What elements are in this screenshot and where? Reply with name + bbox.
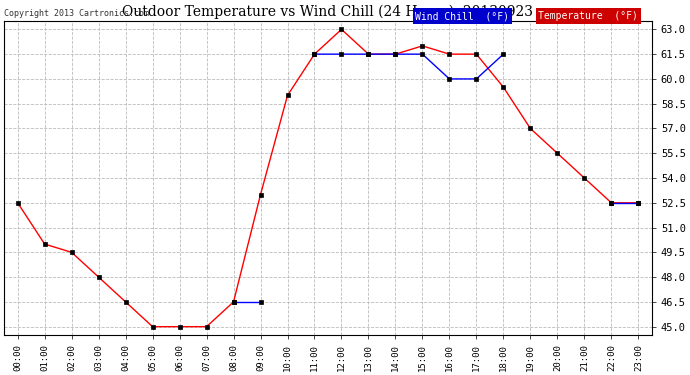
Text: Copyright 2013 Cartronics.com: Copyright 2013 Cartronics.com: [4, 9, 149, 18]
Text: Temperature  (°F): Temperature (°F): [538, 11, 638, 21]
Title: Outdoor Temperature vs Wind Chill (24 Hours)  20130923: Outdoor Temperature vs Wind Chill (24 Ho…: [123, 4, 533, 18]
Text: Wind Chill  (°F): Wind Chill (°F): [415, 11, 509, 21]
